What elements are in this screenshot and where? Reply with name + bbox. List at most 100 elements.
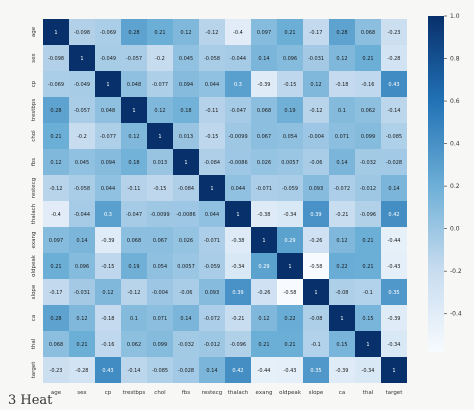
heatmap-cell-label: -0.098 [74,30,90,36]
heatmap-cell [251,123,277,149]
heatmap-cell [69,305,95,331]
heatmap-cell [225,357,251,383]
heatmap-cell [303,227,329,253]
heatmap-cell-label: 0.14 [258,56,269,62]
heatmap-cell [43,19,69,45]
heatmap-cell-label: 0.068 [49,342,63,348]
heatmap-cell [251,253,277,279]
heatmap-cell-label: 0.14 [76,238,87,244]
heatmap-cell [303,305,329,331]
heatmap-cell [355,331,381,357]
heatmap-cell [199,71,225,97]
heatmap-cell-label: 0.12 [50,160,61,166]
row-tick-label: trestbps [31,99,37,122]
heatmap-cell [303,71,329,97]
heatmap-cell-label: 0.054 [153,264,167,270]
heatmap-cell [329,253,355,279]
heatmap-cell-label: 0.026 [257,160,271,166]
heatmap-cell-label: -0.16 [102,342,115,348]
heatmap-cell [173,175,199,201]
heatmap-cell-label: -0.15 [206,134,219,140]
heatmap-cell-label: -0.26 [310,238,323,244]
heatmap-cell [277,175,303,201]
heatmap-cell-label: 0.12 [310,82,321,88]
heatmap-cell-label: 1 [132,108,135,114]
heatmap-cell [95,357,121,383]
heatmap-cell [69,201,95,227]
heatmap-cell-label: 0.068 [127,238,141,244]
heatmap-cell-label: 0.14 [180,316,191,322]
heatmap-cell [355,123,381,149]
row-tick-label: thal [31,338,37,349]
heatmap-cell-label: 1 [340,316,343,322]
colorbar-tick-label: 0.8 [450,56,460,63]
heatmap-cell-label: 0.3 [104,212,112,218]
column-tick-label: sex [77,390,87,396]
heatmap-cell-label: 0.22 [284,316,295,322]
heatmap-cell-label: 0.21 [258,342,269,348]
heatmap-cell [121,227,147,253]
heatmap-cell [199,305,225,331]
heatmap-cell [329,45,355,71]
heatmap-cell-label: -0.21 [232,316,245,322]
heatmap-cell-label: 0.026 [179,238,193,244]
heatmap-cell-label: 0.12 [128,134,139,140]
heatmap-cell [329,97,355,123]
heatmap-cell-label: 0.42 [232,368,243,374]
heatmap-cell [355,175,381,201]
row-tick-label: slope [31,284,37,299]
heatmap-cell-label: -0.11 [128,186,141,192]
heatmap-cell-label: 0.097 [49,238,63,244]
heatmap-cell [303,331,329,357]
heatmap-cell-label: 0.054 [283,134,297,140]
heatmap-cell [43,227,69,253]
heatmap-cell-label: 0.21 [50,134,61,140]
heatmap-cell [251,97,277,123]
heatmap-cell-label: -0.098 [48,56,64,62]
heatmap-cell [43,123,69,149]
heatmap-cell [147,331,173,357]
heatmap-cell-label: 1 [392,368,395,374]
heatmap-cell-label: 0.29 [284,238,295,244]
heatmap-cell-label: 0.068 [361,30,375,36]
column-tick-label: exang [256,390,273,396]
heatmap-cell-label: -0.077 [100,134,116,140]
heatmap-cell-label: 0.097 [257,30,271,36]
heatmap-cell [199,253,225,279]
heatmap-cell-label: 0.068 [257,108,271,114]
heatmap-cell [277,19,303,45]
heatmap-cell [43,201,69,227]
heatmap-cell-label: -0.14 [128,368,141,374]
heatmap-cell-label: -0.032 [178,342,194,348]
heatmap-cell-label: -0.012 [204,342,220,348]
heatmap-cell [355,149,381,175]
heatmap-cell-label: 1 [80,56,83,62]
heatmap-cell [277,201,303,227]
heatmap-cell [303,253,329,279]
heatmap-cell-label: 0.43 [388,82,399,88]
heatmap-cell [277,97,303,123]
heatmap-cell-label: 1 [106,82,109,88]
figure-caption: 3 Heat [8,393,53,408]
heatmap-cell-label: 0.39 [310,212,321,218]
heatmap-cell-label: 0.12 [336,238,347,244]
heatmap-cell [329,175,355,201]
column-tick-label: thal [363,390,374,396]
heatmap-cell-label: -0.18 [336,82,349,88]
heatmap-cell-label: 1 [184,160,187,166]
heatmap-cell-label: -0.057 [74,108,90,114]
heatmap-cell [121,331,147,357]
heatmap-cell-label: 0.044 [205,212,219,218]
heatmap-cell [147,71,173,97]
heatmap-cell-label: -0.059 [204,264,220,270]
heatmap-cell-label: 0.12 [180,30,191,36]
heatmap-cell [147,175,173,201]
heatmap-cell [69,45,95,71]
heatmap-cell-label: 0.096 [75,264,89,270]
heatmap-cell-label: -0.031 [74,290,90,296]
heatmap-cell [199,123,225,149]
heatmap-cell-label: 0.29 [258,264,269,270]
heatmap-cell-label: -0.17 [50,290,63,296]
